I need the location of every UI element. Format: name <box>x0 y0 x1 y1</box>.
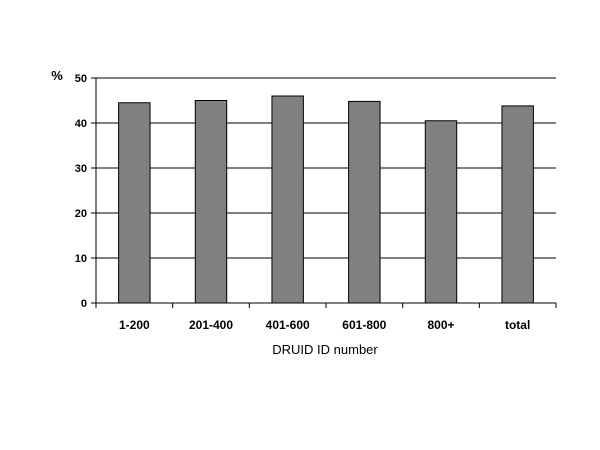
bar-201-400 <box>194 100 228 304</box>
y-tick-labels: 0 10 20 30 40 50 <box>75 73 96 310</box>
y-tick-label: 20 <box>75 208 87 220</box>
bar-401-600 <box>271 95 304 304</box>
bar-1-200 <box>118 102 151 304</box>
bar-800+ <box>424 120 458 304</box>
x-tick-label: total <box>505 318 530 332</box>
x-axis-title: DRUID ID number <box>272 342 378 357</box>
y-tick-label: 30 <box>75 163 87 175</box>
y-tick-label: 10 <box>75 253 87 265</box>
x-tick-label: 401-600 <box>266 318 310 332</box>
y-tick-label: 40 <box>75 118 87 130</box>
bar-total <box>501 105 534 304</box>
y-tick-label: 50 <box>75 73 87 85</box>
bar-601-800 <box>348 100 381 304</box>
x-tick-label: 601-800 <box>342 318 386 332</box>
x-tick-label: 201-400 <box>189 318 233 332</box>
axes <box>95 78 556 304</box>
x-tick-label: 1-200 <box>119 318 150 332</box>
x-tick-labels: 1-200 201-400 401-600 601-800 800+ total <box>95 303 557 332</box>
y-tick-label: 0 <box>81 298 87 310</box>
y-axis-unit-label: % <box>51 68 63 83</box>
x-tick-label: 800+ <box>427 318 454 332</box>
gridlines <box>96 77 556 259</box>
bars <box>118 95 534 304</box>
